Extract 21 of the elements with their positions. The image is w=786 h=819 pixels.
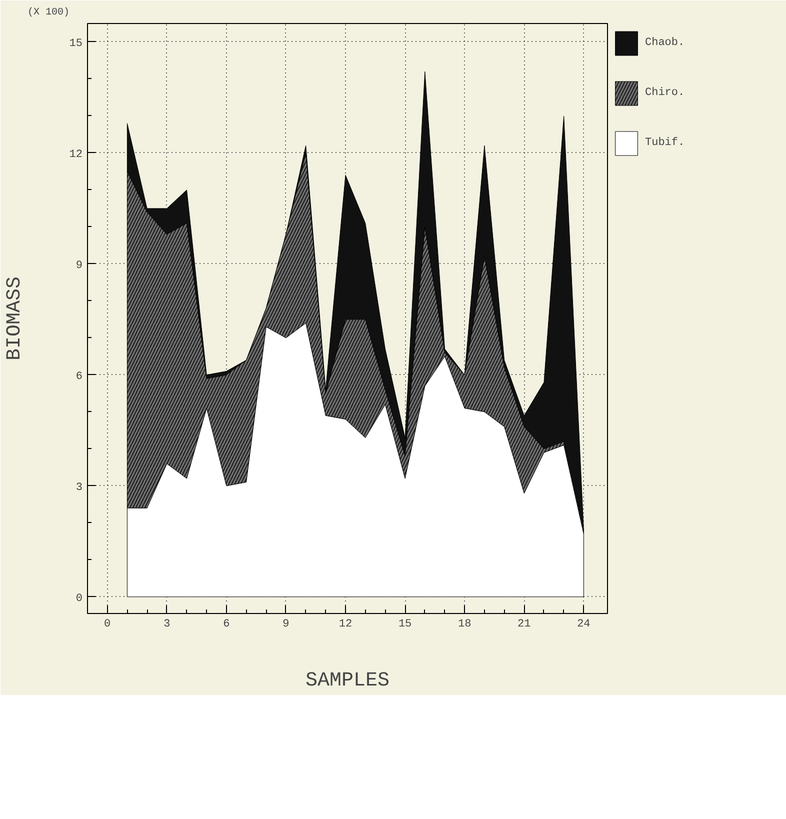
x-tick-label: 15 [398, 618, 412, 630]
x-tick-label: 0 [104, 618, 111, 630]
legend-label: Chaob. [645, 37, 685, 49]
legend-label: Chiro. [645, 87, 685, 99]
x-tick-label: 9 [282, 618, 290, 630]
y-tick-label: 15 [69, 38, 82, 50]
y-axis-title: BIOMASS [3, 276, 26, 361]
y-tick-label: 3 [76, 482, 83, 494]
y-tick-label: 0 [76, 592, 83, 605]
y-tick-label: 6 [76, 370, 83, 383]
x-tick-label: 18 [458, 618, 472, 630]
x-tick-label: 6 [223, 618, 230, 630]
y-tick-label: 12 [69, 148, 82, 161]
x-tick-label: 3 [164, 618, 170, 630]
x-tick-label: 24 [577, 618, 591, 630]
x-tick-label: 12 [338, 618, 352, 630]
x-axis-title: SAMPLES [305, 670, 390, 692]
legend-label: Tubif. [645, 137, 685, 149]
text: (X 100) [28, 6, 70, 18]
x-tick-label: 21 [518, 618, 532, 630]
y-tick-label: 9 [76, 260, 83, 272]
